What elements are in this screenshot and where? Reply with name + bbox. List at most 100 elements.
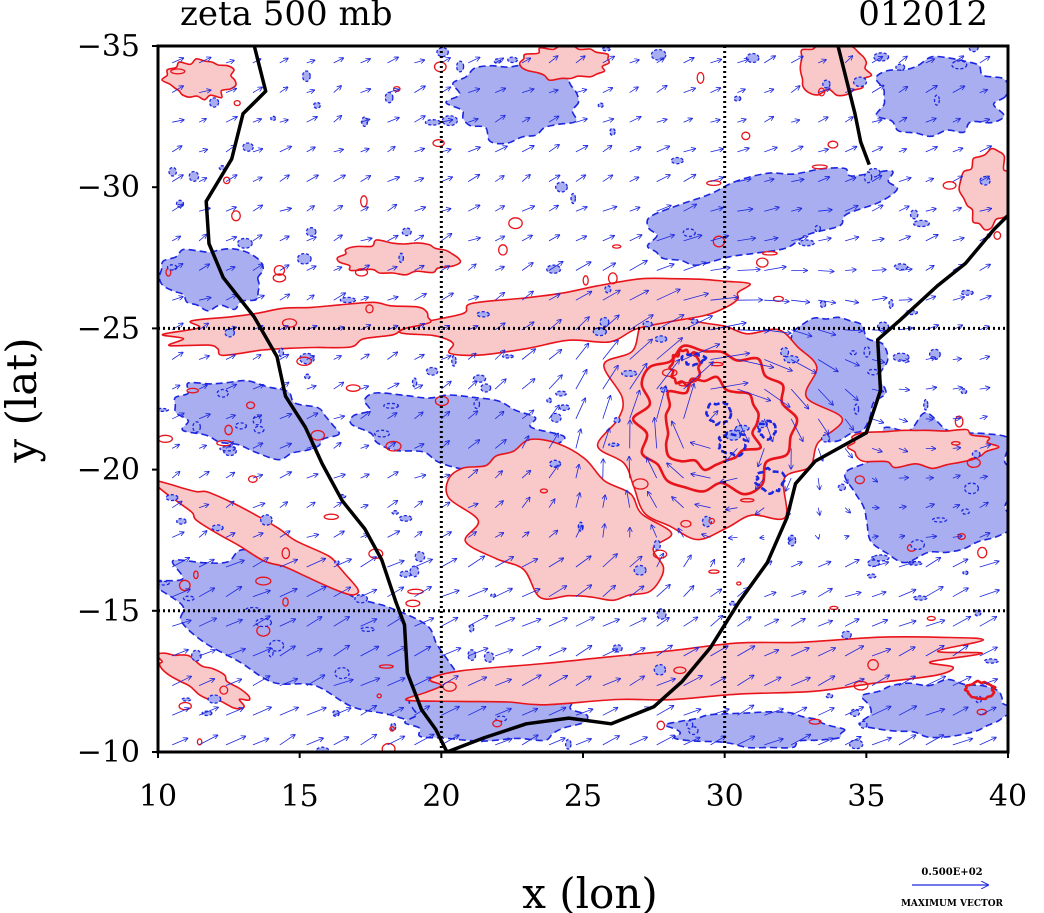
wind-vector bbox=[225, 587, 242, 598]
wind-vector bbox=[548, 294, 560, 301]
negative-speckle bbox=[960, 388, 968, 395]
wind-vector bbox=[844, 237, 859, 242]
wind-vector bbox=[225, 237, 237, 242]
wind-vector bbox=[252, 707, 271, 716]
wind-vector bbox=[602, 428, 610, 449]
negative-speckle bbox=[653, 539, 661, 551]
wind-vector bbox=[952, 588, 968, 598]
wind-vector bbox=[845, 477, 848, 484]
wind-vector bbox=[871, 620, 888, 627]
wind-vector bbox=[818, 149, 828, 152]
wind-vector bbox=[521, 532, 529, 538]
wind-vector bbox=[575, 236, 587, 242]
wind-vector bbox=[548, 56, 558, 64]
wind-vector bbox=[387, 118, 400, 123]
wind-vector bbox=[764, 89, 773, 92]
wind-vector bbox=[360, 474, 369, 479]
wind-vector bbox=[602, 88, 613, 93]
positive-speckle bbox=[247, 475, 258, 483]
wind-vector bbox=[844, 418, 853, 430]
wind-vector bbox=[898, 590, 916, 598]
wind-vector bbox=[198, 735, 218, 746]
wind-vector bbox=[548, 558, 564, 568]
wind-vector bbox=[252, 503, 265, 509]
wind-vector bbox=[441, 707, 459, 716]
wind-vector bbox=[279, 589, 297, 598]
wind-vector bbox=[818, 708, 834, 716]
wind-vector bbox=[844, 448, 852, 457]
wind-vector bbox=[333, 617, 350, 627]
wind-vector bbox=[629, 60, 640, 63]
positive-speckle bbox=[993, 231, 1002, 240]
wind-vector bbox=[306, 474, 318, 479]
wind-vector bbox=[979, 445, 991, 449]
x-axis-label: x (lon) bbox=[522, 869, 658, 913]
wind-vector bbox=[683, 262, 706, 271]
wind-vector bbox=[871, 330, 885, 331]
wind-vector bbox=[467, 411, 478, 420]
wind-vector bbox=[279, 619, 296, 627]
wind-vector bbox=[791, 562, 802, 568]
wind-vector bbox=[737, 388, 770, 401]
wind-vector bbox=[844, 178, 856, 182]
wind-vector bbox=[925, 646, 944, 657]
wind-vector bbox=[764, 267, 786, 271]
wind-vector bbox=[225, 415, 235, 420]
negative-speckle bbox=[893, 263, 909, 271]
negative-speckle bbox=[558, 404, 571, 412]
wind-vector bbox=[602, 679, 621, 686]
wind-vector bbox=[764, 709, 783, 716]
wind-vector bbox=[818, 300, 835, 303]
wind-vector bbox=[979, 176, 990, 182]
wind-vector bbox=[225, 472, 235, 479]
wind-vector bbox=[360, 590, 377, 598]
positive-speckle bbox=[233, 99, 241, 107]
wind-vector bbox=[198, 234, 207, 242]
negative-speckle bbox=[550, 412, 562, 423]
positive-speckle bbox=[255, 576, 272, 586]
wind-vector bbox=[548, 116, 559, 123]
wind-vector bbox=[279, 444, 292, 449]
wind-vector bbox=[737, 270, 760, 271]
wind-vector bbox=[172, 444, 179, 448]
negative-speckle bbox=[398, 514, 413, 522]
wind-vector bbox=[387, 736, 405, 746]
wind-vector bbox=[360, 89, 371, 93]
wind-vector bbox=[360, 59, 371, 64]
wind-vector bbox=[467, 532, 476, 538]
wind-vector bbox=[387, 561, 404, 568]
negative-speckle bbox=[401, 227, 412, 237]
wind-vector bbox=[360, 354, 370, 360]
wind-vector bbox=[387, 587, 404, 598]
negative-speckle bbox=[849, 350, 857, 356]
x-tick-label: 40 bbox=[989, 779, 1027, 814]
wind-vector bbox=[198, 414, 210, 420]
wind-vector bbox=[521, 291, 533, 301]
wind-vector bbox=[925, 419, 933, 420]
wind-vector bbox=[871, 120, 882, 122]
wind-vector bbox=[683, 294, 709, 301]
wind-vector bbox=[656, 645, 673, 657]
wind-vector bbox=[979, 356, 990, 359]
wind-vector bbox=[521, 735, 538, 746]
positive-speckle bbox=[365, 304, 374, 314]
wind-vector bbox=[683, 235, 702, 242]
wind-vector bbox=[306, 559, 326, 568]
positive-speckle bbox=[282, 597, 289, 607]
wind-vector bbox=[387, 472, 399, 479]
negative-speckle bbox=[841, 630, 852, 640]
wind-vector bbox=[725, 448, 738, 461]
negative-speckle bbox=[253, 425, 265, 434]
wind-vector bbox=[441, 326, 449, 331]
wind-vector bbox=[656, 175, 671, 182]
wind-vector bbox=[764, 359, 792, 371]
wind-vector bbox=[225, 384, 236, 390]
negative-speckle bbox=[642, 320, 653, 328]
wind-vector bbox=[629, 207, 640, 212]
wind-vector bbox=[764, 677, 781, 686]
wind-vector bbox=[845, 300, 858, 303]
wind-vector bbox=[979, 502, 989, 509]
wind-vector bbox=[468, 677, 486, 686]
wind-vector bbox=[198, 560, 214, 568]
wind-vector bbox=[818, 271, 834, 272]
